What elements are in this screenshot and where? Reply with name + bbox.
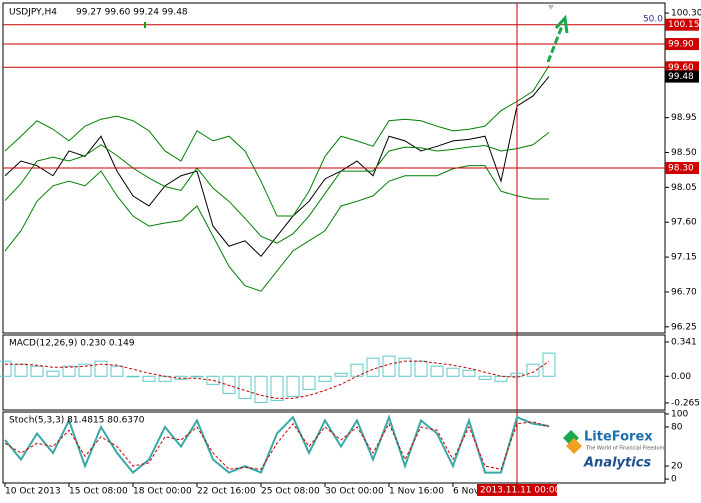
- x-tick-label: 25 Oct 08:00: [261, 487, 320, 497]
- macd-bar: [382, 355, 396, 377]
- macd-bar: [270, 375, 284, 401]
- logo-label: Analytics: [583, 456, 651, 471]
- y-tick-label: 98.05: [671, 183, 697, 193]
- y-tick-label: 96.25: [671, 322, 697, 332]
- shift-marker: [548, 5, 554, 10]
- level-label: 99.90: [668, 40, 694, 50]
- y-tick-label: 80: [671, 422, 683, 432]
- x-tick-label: 10 Oct 2013: [5, 487, 61, 497]
- macd-bar: [446, 367, 460, 377]
- chart-title: USDJPY,H4: [9, 8, 57, 18]
- macd-bar: [142, 375, 156, 382]
- y-tick-label: 0: [671, 475, 677, 485]
- y-tick-label: 97.15: [671, 253, 697, 263]
- y-tick-label: 0.00: [671, 372, 691, 382]
- current-price-label: 99.48: [668, 72, 694, 82]
- fib-label: 50.0: [643, 15, 663, 25]
- level-label-box: [665, 61, 699, 74]
- y-tick-label: 0.341: [671, 337, 697, 347]
- logo: LiteForex The World of Financial Freedom…: [557, 420, 665, 476]
- x-tick-label: 22 Oct 16:00: [197, 487, 256, 497]
- series-line: [4, 131, 550, 244]
- y-tick-label: 97.60: [671, 218, 697, 228]
- x-tick-label: 30 Oct 00:00: [325, 487, 384, 497]
- macd-bar: [526, 363, 540, 377]
- stoch-pane: [2, 411, 666, 484]
- macd-bar: [0, 360, 12, 377]
- highlight-label-box: [477, 484, 557, 496]
- current-price-box: [665, 70, 699, 83]
- arrow-shaft: [546, 25, 564, 63]
- macd-title: MACD(12,26,9) 0.230 0.149: [9, 339, 135, 349]
- level-label: 98.30: [668, 164, 694, 174]
- macd-bar: [334, 372, 348, 377]
- macd-bar: [78, 363, 92, 377]
- logo-name: LiteForex: [584, 430, 653, 445]
- level-label-box: [665, 18, 699, 31]
- macd-bar: [542, 352, 556, 377]
- series-line: [4, 414, 550, 474]
- macd-bar: [366, 357, 380, 377]
- highlight-label: 2013.11.11 00:00: [480, 486, 561, 496]
- series-line: [4, 421, 550, 470]
- series-line: [5, 360, 550, 399]
- marks: 100.30 98.95 98.50 98.05 97.60 97.15 96.70 96.2…: [0, 3, 701, 497]
- macd-bar: [510, 372, 524, 377]
- y-tick-label: 20: [671, 462, 683, 472]
- macd-bar: [190, 375, 204, 378]
- macd-bar: [94, 360, 108, 377]
- x-tick-label: 15 Oct 08:00: [69, 487, 128, 497]
- macd-bar: [238, 375, 252, 399]
- y-tick-label: 100: [671, 409, 688, 419]
- macd-bar: [222, 375, 236, 394]
- y-tick-label: 96.70: [671, 287, 697, 297]
- macd-bar: [110, 365, 124, 377]
- macd-bar: [62, 365, 76, 377]
- ohlc-text: 99.27 99.60 99.24 99.48: [76, 8, 188, 18]
- macd-bar: [46, 370, 60, 377]
- macd-bar: [494, 375, 508, 382]
- macd-bar: [126, 375, 140, 378]
- macd-bar: [398, 357, 412, 377]
- arrow-head: [554, 14, 569, 34]
- y-tick-label: -0.265: [671, 398, 700, 408]
- y-tick-label: 98.95: [671, 113, 697, 123]
- macd-bar: [318, 375, 332, 382]
- series-line: [4, 65, 550, 217]
- macd-bar: [206, 375, 220, 385]
- stoch-title: Stoch(5,3,3) 81.4815 80.6370: [9, 416, 145, 426]
- macd-bar: [462, 369, 476, 377]
- macd-bar: [30, 365, 44, 377]
- y-tick-label: 100.30: [671, 9, 701, 19]
- macd-pane: [2, 334, 666, 411]
- level-label-box: [665, 38, 699, 51]
- macd-bar: [478, 375, 492, 380]
- logo-icon: [566, 438, 582, 454]
- x-tick-label: 18 Oct 00:00: [133, 487, 192, 497]
- macd-bar: [302, 375, 316, 390]
- level-label-box: [665, 162, 699, 174]
- y-tick-label: 98.50: [671, 148, 697, 158]
- series-line: [4, 76, 550, 258]
- x-tick-label: 1 Nov 16:00: [389, 487, 444, 497]
- logo-tagline: The World of Financial Freedom: [585, 446, 665, 452]
- macd-bar: [430, 365, 444, 377]
- macd-bar: [254, 375, 268, 403]
- macd-bar: [286, 375, 300, 397]
- level-label: 100.15: [668, 20, 700, 30]
- level-label: 99.60: [668, 63, 694, 73]
